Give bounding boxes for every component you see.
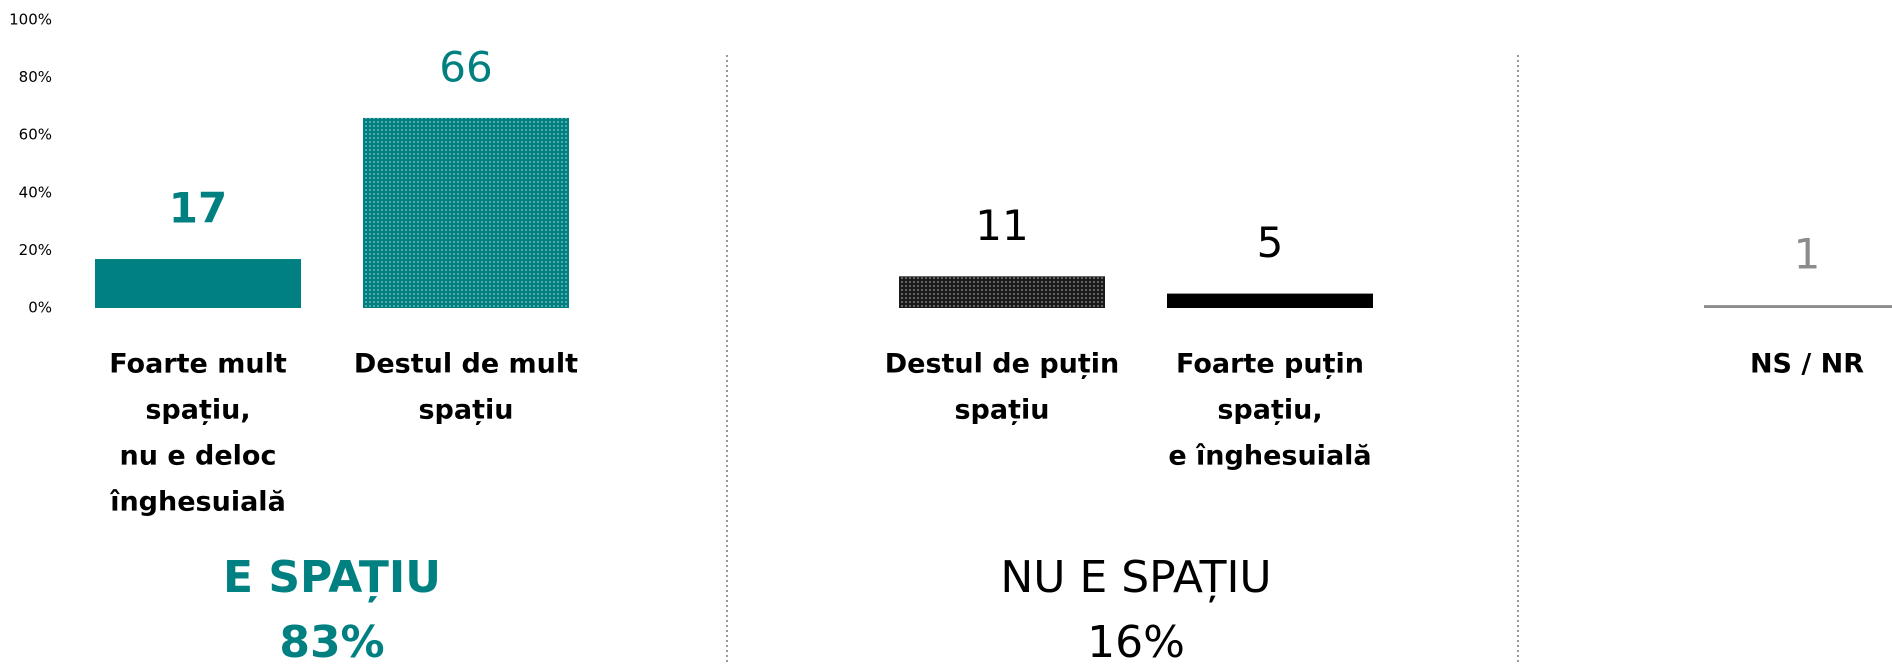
value-label: 1: [1794, 230, 1821, 279]
category-label: NS / NR: [1750, 349, 1864, 380]
category-label: Destul de mult: [354, 349, 578, 380]
bar: [363, 117, 569, 308]
group-label: E SPAȚIU: [223, 552, 441, 603]
y-tick-label: 80%: [19, 68, 52, 86]
category-label: Destul de puțin: [885, 349, 1120, 380]
category-label: Foarte mult: [109, 349, 287, 380]
group-value: 83%: [279, 617, 384, 665]
category-label: Foarte puțin: [1176, 349, 1364, 380]
group-value: 16%: [1087, 617, 1185, 665]
value-label: 17: [169, 184, 227, 233]
y-tick-label: 0%: [28, 299, 52, 317]
value-label: 5: [1257, 218, 1284, 267]
category-label: spațiu,: [145, 395, 250, 426]
bar: [1704, 305, 1892, 308]
category-label: spațiu,: [1217, 395, 1322, 426]
category-label: înghesuială: [109, 487, 286, 518]
group-label: NU E SPAȚIU: [1000, 552, 1271, 603]
y-tick-label: 100%: [9, 11, 52, 29]
category-label: spațiu: [418, 395, 513, 426]
category-label: spațiu: [954, 395, 1049, 426]
y-tick-label: 60%: [19, 126, 52, 144]
y-tick-label: 40%: [19, 183, 52, 201]
bar: [1167, 293, 1373, 308]
value-label: 11: [975, 201, 1028, 250]
bar: [95, 259, 301, 308]
y-tick-label: 20%: [19, 241, 52, 259]
bar: [899, 276, 1105, 308]
category-label: e înghesuială: [1168, 441, 1371, 472]
value-label: 66: [439, 42, 492, 91]
category-label: nu e deloc: [119, 441, 276, 472]
